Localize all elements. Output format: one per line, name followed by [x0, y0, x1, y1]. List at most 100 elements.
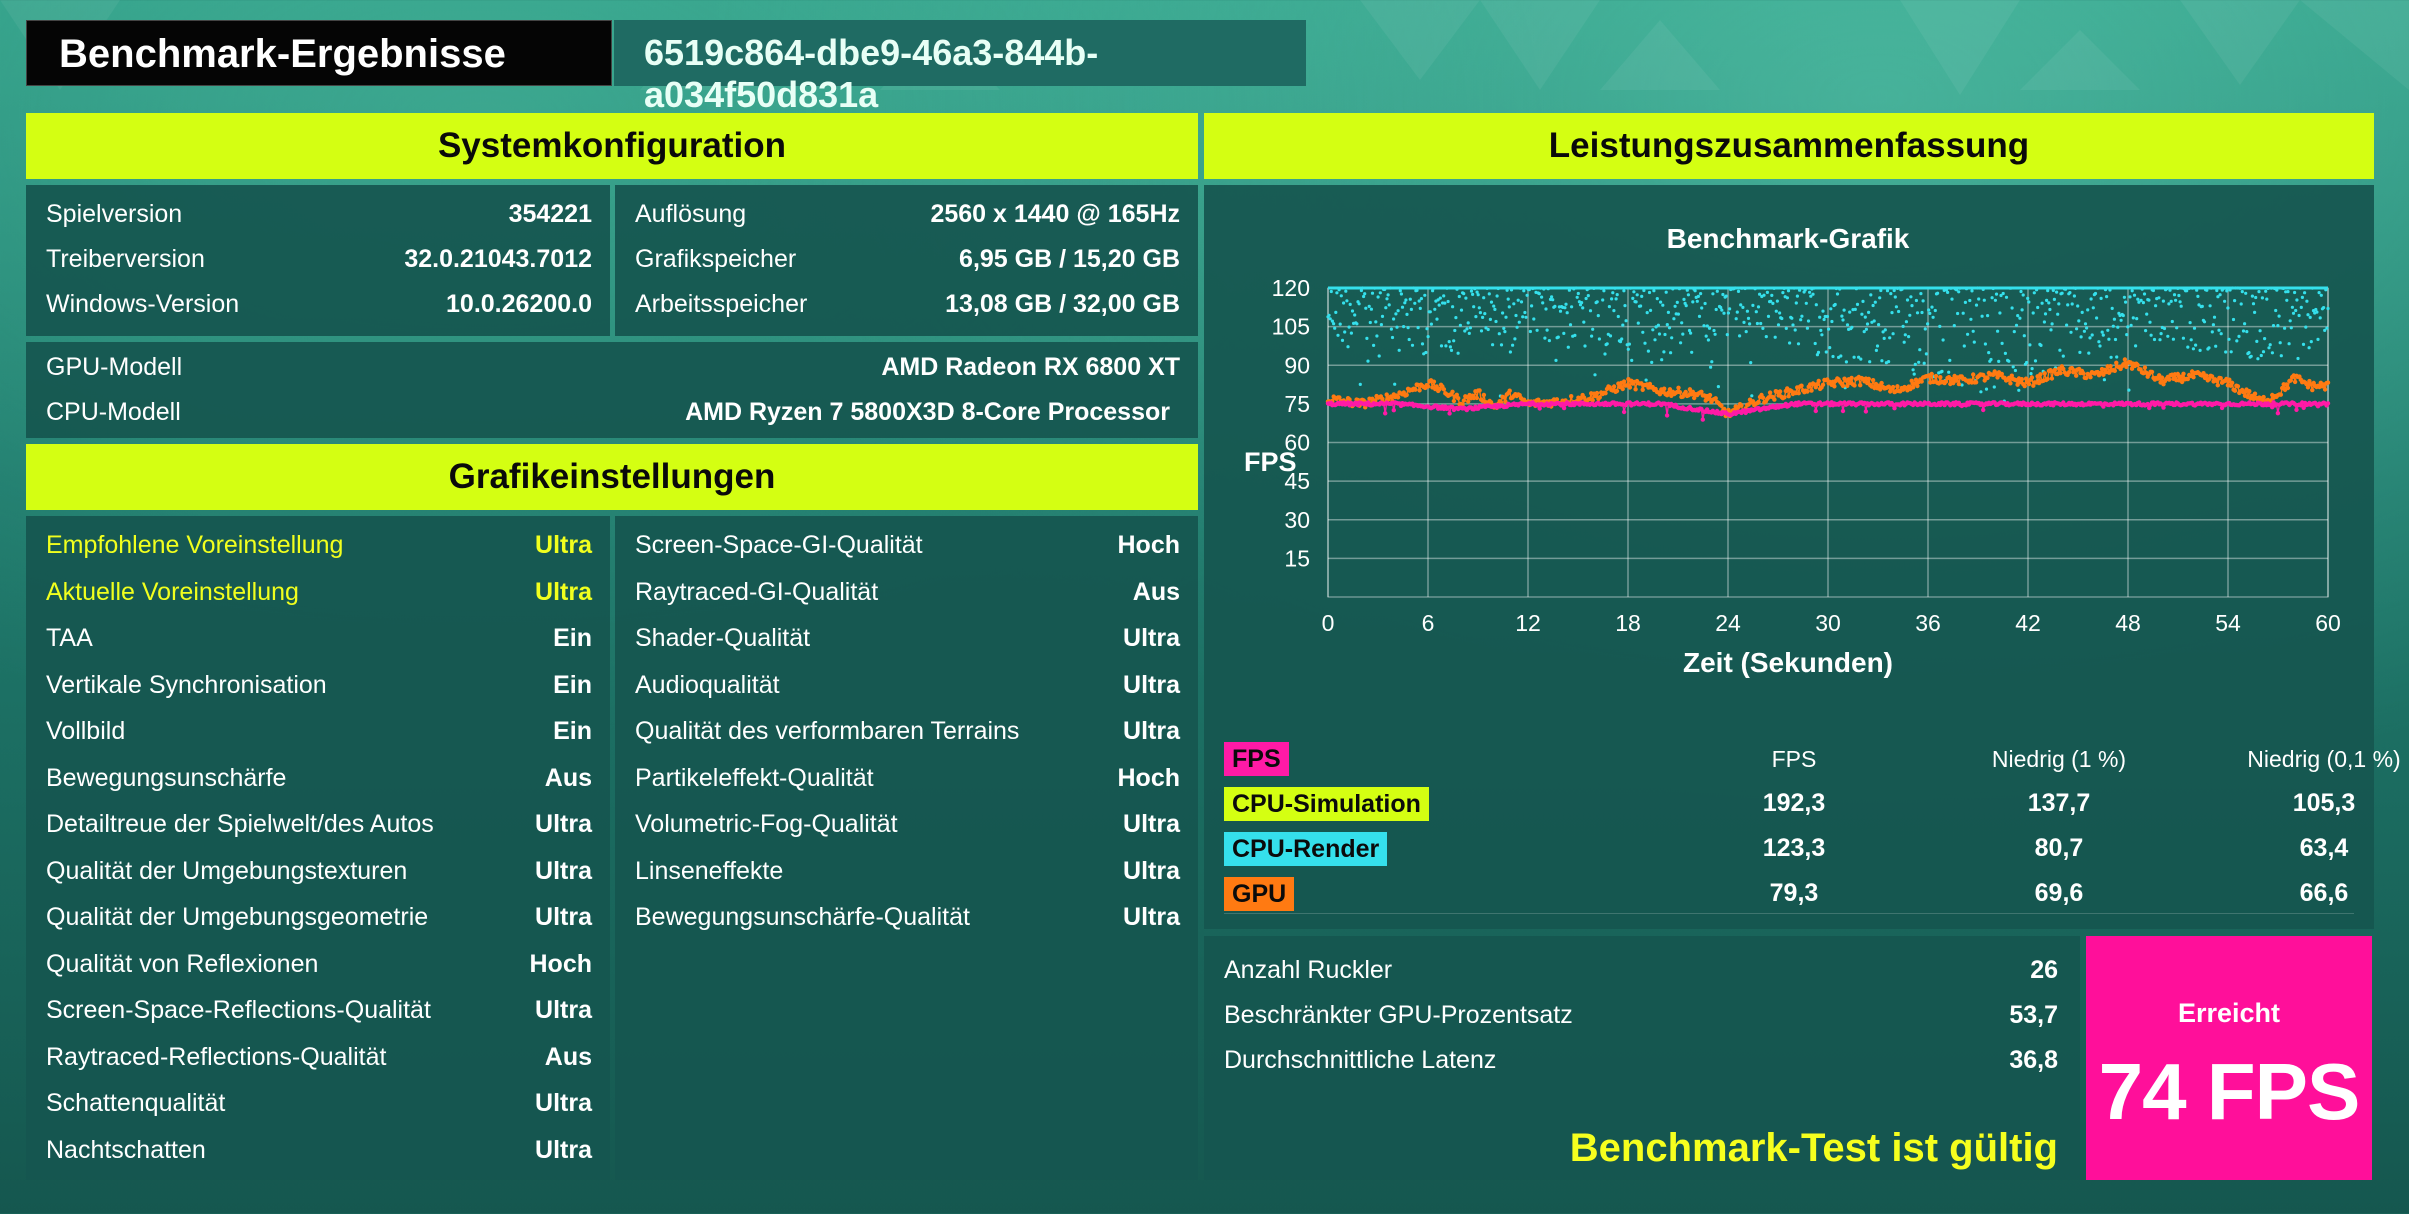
data-point: [2247, 351, 2251, 355]
data-point: [1553, 304, 1557, 308]
data-point: [1773, 335, 1777, 339]
setting-label: Nachtschatten: [46, 1135, 206, 1164]
data-point: [2323, 328, 2327, 332]
data-point: [1494, 319, 1498, 324]
data-point: [2186, 345, 2190, 349]
data-point: [1670, 336, 1674, 340]
data-point: [1888, 336, 1892, 340]
data-point: [1869, 293, 1873, 297]
data-point: [1804, 301, 1808, 305]
data-point: [1690, 350, 1694, 354]
data-point: [2126, 325, 2130, 329]
data-point: [1554, 358, 1558, 362]
data-point: [1998, 311, 2002, 315]
data-point: [2099, 296, 2103, 300]
data-point: [1333, 326, 1337, 330]
setting-label: Empfohlene Voreinstellung: [46, 531, 344, 559]
data-point: [1873, 300, 1877, 304]
data-point: [1828, 346, 1832, 350]
data-point: [1679, 341, 1683, 345]
data-point: [2284, 290, 2288, 294]
data-point: [1793, 328, 1797, 332]
data-point: [1535, 328, 1539, 332]
x-tick-label: 54: [2215, 610, 2241, 636]
row-label: Grafikspeicher: [635, 245, 797, 273]
data-point: [1515, 325, 1519, 329]
data-point: [1636, 321, 1640, 325]
data-point: [1915, 311, 1920, 315]
data-point: [1443, 301, 1447, 305]
data-point: [2100, 330, 2104, 334]
setting-value: Hoch: [1117, 531, 1181, 559]
row-value: 13,08 GB / 32,00 GB: [945, 290, 1180, 318]
title-bar: Benchmark-Ergebnisse: [26, 20, 612, 86]
data-point: [1409, 307, 1413, 311]
data-point: [1358, 382, 1362, 386]
data-point: [1901, 324, 1905, 328]
data-point: [1378, 291, 1382, 295]
data-point: [1969, 317, 1973, 321]
data-point: [1950, 297, 1954, 301]
setting-row: Vollbild Ein: [46, 717, 592, 757]
data-point: [1966, 332, 1970, 336]
data-point: [1974, 303, 1979, 307]
setting-row: Qualität von Reflexionen Hoch: [46, 950, 592, 990]
data-point: [1774, 309, 1778, 313]
data-point: [1833, 302, 1837, 307]
data-point: [1909, 295, 1913, 299]
data-point: [1477, 306, 1481, 310]
setting-value: Ein: [553, 717, 592, 745]
data-point: [1396, 309, 1400, 313]
data-point: [1501, 311, 1505, 315]
data-point: [1850, 325, 1854, 329]
data-point: [1931, 315, 1935, 319]
data-point: [1397, 348, 1401, 352]
data-point: [2050, 322, 2054, 326]
data-point: [1983, 342, 1987, 346]
data-point: [1657, 332, 1662, 336]
data-point: [2144, 329, 2148, 333]
data-point: [2058, 348, 2062, 352]
data-point: [2086, 308, 2090, 312]
data-point: [1927, 308, 1931, 312]
setting-value: Ultra: [535, 856, 592, 885]
data-point: [1369, 307, 1373, 311]
data-point: [2097, 340, 2101, 344]
data-point: [1484, 326, 1488, 330]
data-point: [1516, 298, 1520, 302]
data-point: [2049, 328, 2053, 332]
data-point: [2032, 291, 2036, 295]
data-point: [1786, 289, 1791, 293]
data-point: [1641, 330, 1645, 334]
data-point: [1890, 311, 1894, 315]
data-point: [2255, 339, 2259, 343]
data-point: [1521, 315, 1525, 319]
data-point: [1970, 289, 1974, 293]
data-point: [1961, 311, 1965, 315]
data-point: [2309, 340, 2313, 344]
data-point: [1885, 289, 1890, 293]
data-point: [1499, 343, 1504, 347]
x-tick-label: 42: [2015, 610, 2041, 636]
data-point: [1402, 325, 1406, 329]
data-point: [1328, 317, 1332, 321]
data-point: [1862, 330, 1866, 334]
data-point: [1759, 321, 1763, 326]
data-point: [2069, 330, 2073, 334]
data-point: [2196, 294, 2200, 298]
data-point: [2215, 288, 2219, 293]
data-point: [2112, 317, 2116, 321]
data-point: [1672, 317, 1676, 321]
data-point: [2283, 326, 2287, 330]
data-point: [2056, 312, 2060, 316]
data-point: [1923, 327, 1927, 331]
data-point: [2033, 359, 2038, 363]
data-point: [2278, 341, 2282, 345]
data-point: [1528, 329, 1532, 334]
data-point: [1845, 323, 1850, 327]
data-point: [1627, 342, 1631, 346]
data-point: [2105, 295, 2109, 299]
data-point: [1350, 309, 1355, 313]
data-point: [1364, 306, 1368, 310]
data-point: [1716, 385, 1720, 389]
